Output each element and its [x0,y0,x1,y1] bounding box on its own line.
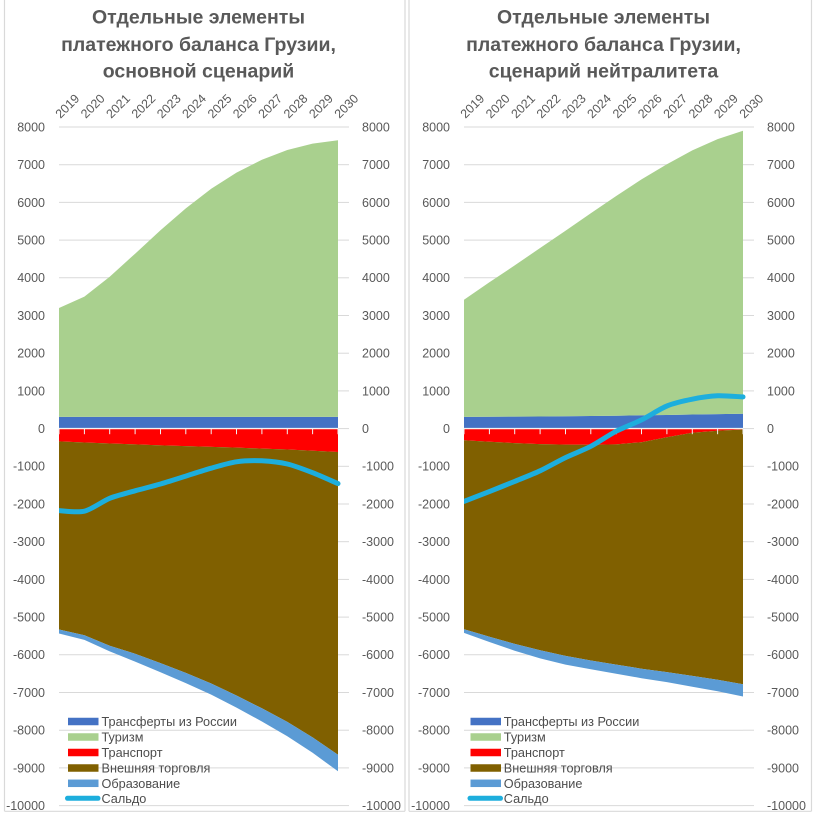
svg-text:Сальдо: Сальдо [102,792,147,806]
svg-text:2000: 2000 [362,347,390,361]
svg-text:1000: 1000 [422,384,450,398]
svg-text:-7000: -7000 [767,686,799,700]
svg-text:Внешняя торговля: Внешняя торговля [102,762,211,776]
svg-text:1000: 1000 [362,384,390,398]
svg-text:6000: 6000 [362,196,390,210]
svg-text:-4000: -4000 [418,573,450,587]
svg-text:5000: 5000 [767,234,795,248]
svg-text:-8000: -8000 [362,724,394,738]
svg-text:сценарий нейтралитета: сценарий нейтралитета [489,61,719,83]
svg-text:-2000: -2000 [13,497,45,511]
svg-text:Отдельные элементы: Отдельные элементы [497,7,710,29]
svg-text:Трансферты из России: Трансферты из России [102,715,237,729]
svg-text:7000: 7000 [17,158,45,172]
svg-text:-9000: -9000 [13,761,45,775]
svg-text:-1000: -1000 [13,460,45,474]
svg-text:Образование: Образование [102,777,181,791]
svg-text:-8000: -8000 [418,724,450,738]
svg-text:Отдельные элементы: Отдельные элементы [92,7,305,29]
svg-text:-5000: -5000 [767,611,799,625]
svg-text:-3000: -3000 [418,535,450,549]
svg-text:-6000: -6000 [13,648,45,662]
svg-text:5000: 5000 [422,234,450,248]
svg-text:-1000: -1000 [767,460,799,474]
svg-text:-6000: -6000 [362,648,394,662]
svg-text:Внешняя торговля: Внешняя торговля [504,762,613,776]
svg-text:7000: 7000 [422,158,450,172]
svg-text:-2000: -2000 [767,497,799,511]
svg-text:-7000: -7000 [13,686,45,700]
svg-text:Транспорт: Транспорт [102,746,163,760]
svg-text:0: 0 [767,422,774,436]
svg-text:Сальдо: Сальдо [504,792,549,806]
svg-text:Образование: Образование [504,777,583,791]
svg-text:0: 0 [443,422,450,436]
svg-text:7000: 7000 [767,158,795,172]
svg-text:-3000: -3000 [767,535,799,549]
svg-text:8000: 8000 [17,120,45,134]
svg-text:-9000: -9000 [767,761,799,775]
svg-text:5000: 5000 [17,234,45,248]
svg-text:-6000: -6000 [418,648,450,662]
svg-text:0: 0 [362,422,369,436]
svg-text:6000: 6000 [767,196,795,210]
svg-text:основной сценарий: основной сценарий [103,61,294,83]
svg-text:6000: 6000 [422,196,450,210]
svg-text:Туризм: Туризм [504,731,546,745]
svg-text:-10000: -10000 [362,799,401,813]
svg-text:3000: 3000 [422,309,450,323]
svg-text:-5000: -5000 [13,611,45,625]
svg-text:платежного баланса Грузии,: платежного баланса Грузии, [466,34,741,56]
svg-text:-2000: -2000 [418,497,450,511]
svg-text:-4000: -4000 [13,573,45,587]
svg-text:-4000: -4000 [767,573,799,587]
svg-text:3000: 3000 [767,309,795,323]
svg-text:4000: 4000 [362,271,390,285]
svg-text:1000: 1000 [17,384,45,398]
svg-text:-2000: -2000 [362,497,394,511]
svg-text:8000: 8000 [362,120,390,134]
svg-text:4000: 4000 [767,271,795,285]
svg-text:-5000: -5000 [418,611,450,625]
svg-text:8000: 8000 [767,120,795,134]
svg-text:Туризм: Туризм [102,731,144,745]
svg-text:-4000: -4000 [362,573,394,587]
svg-text:Транспорт: Транспорт [504,746,565,760]
svg-text:7000: 7000 [362,158,390,172]
svg-text:8000: 8000 [422,120,450,134]
svg-text:-9000: -9000 [362,761,394,775]
svg-text:-3000: -3000 [13,535,45,549]
svg-text:-7000: -7000 [362,686,394,700]
svg-text:Трансферты из России: Трансферты из России [504,715,639,729]
svg-text:2000: 2000 [422,347,450,361]
svg-text:3000: 3000 [362,309,390,323]
svg-text:-1000: -1000 [362,460,394,474]
svg-text:-9000: -9000 [418,761,450,775]
svg-text:-10000: -10000 [767,799,806,813]
svg-text:-8000: -8000 [13,724,45,738]
svg-text:3000: 3000 [17,309,45,323]
svg-text:платежного баланса Грузии,: платежного баланса Грузии, [61,34,336,56]
svg-text:2000: 2000 [17,347,45,361]
svg-text:-5000: -5000 [362,611,394,625]
svg-text:-10000: -10000 [6,799,45,813]
svg-text:0: 0 [38,422,45,436]
svg-text:-7000: -7000 [418,686,450,700]
svg-text:-10000: -10000 [411,799,450,813]
svg-text:2000: 2000 [767,347,795,361]
svg-text:6000: 6000 [17,196,45,210]
svg-text:4000: 4000 [422,271,450,285]
svg-text:1000: 1000 [767,384,795,398]
svg-text:-1000: -1000 [418,460,450,474]
svg-text:-6000: -6000 [767,648,799,662]
svg-text:5000: 5000 [362,234,390,248]
svg-text:-3000: -3000 [362,535,394,549]
svg-text:4000: 4000 [17,271,45,285]
svg-text:-8000: -8000 [767,724,799,738]
